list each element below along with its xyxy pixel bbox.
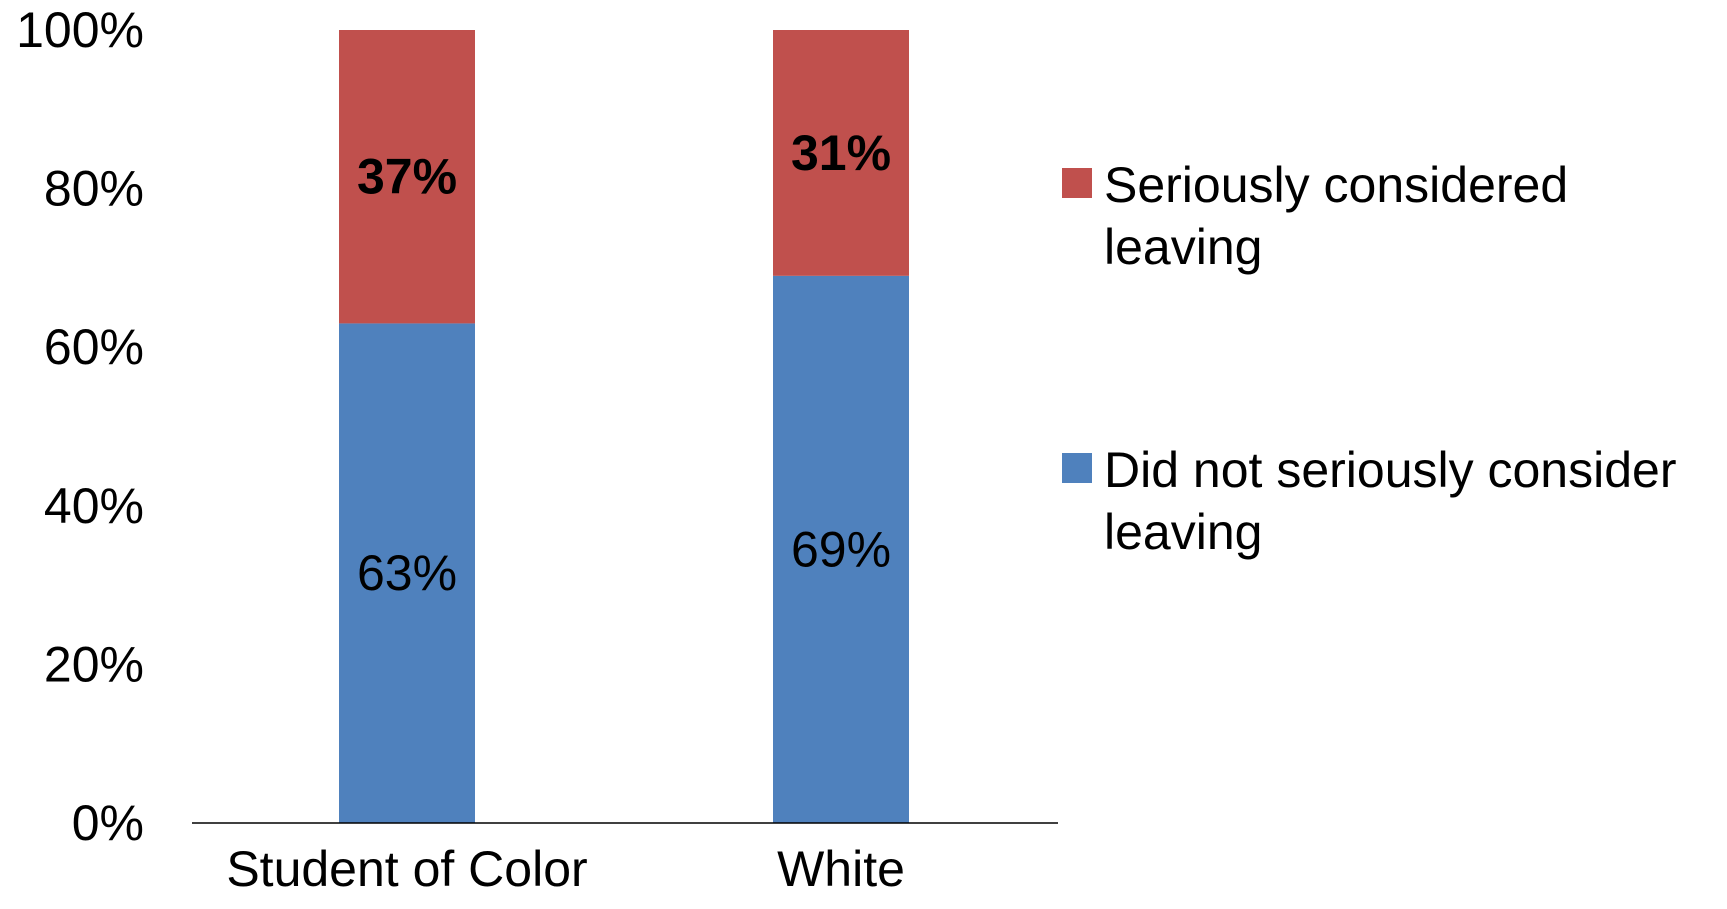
- bars-group: [339, 30, 909, 824]
- bar-segment: [773, 275, 909, 824]
- x-category-label: Student of Color: [226, 841, 587, 897]
- bar-data-label: 69%: [791, 521, 891, 577]
- legend-label: leaving: [1104, 219, 1262, 275]
- bar-data-label: 37%: [357, 149, 457, 205]
- legend-label: Did not seriously consider: [1104, 442, 1677, 498]
- y-tick-label: 40%: [44, 478, 144, 534]
- legend-swatch: [1062, 168, 1092, 198]
- legend: Seriously considered leaving Did not serio…: [1062, 157, 1677, 560]
- y-tick-label: 0%: [72, 795, 144, 851]
- x-axis-category-labels: Student of Color White: [226, 841, 905, 897]
- bar-segment: [339, 30, 475, 324]
- bar-segment: [773, 30, 909, 276]
- legend-label: Seriously considered: [1104, 157, 1568, 213]
- y-tick-label: 20%: [44, 636, 144, 692]
- legend-label: leaving: [1104, 504, 1262, 560]
- bar-data-labels: 63% 37% 69% 31%: [357, 125, 891, 601]
- y-axis-tick-labels: 0% 20% 40% 60% 80% 100%: [16, 2, 144, 851]
- x-category-label: White: [777, 841, 905, 897]
- y-tick-label: 80%: [44, 161, 144, 217]
- bar-data-label: 31%: [791, 125, 891, 181]
- bar-segment: [339, 323, 475, 823]
- legend-swatch: [1062, 453, 1092, 483]
- bar-data-label: 63%: [357, 545, 457, 601]
- y-tick-label: 60%: [44, 319, 144, 375]
- y-tick-label: 100%: [16, 2, 144, 58]
